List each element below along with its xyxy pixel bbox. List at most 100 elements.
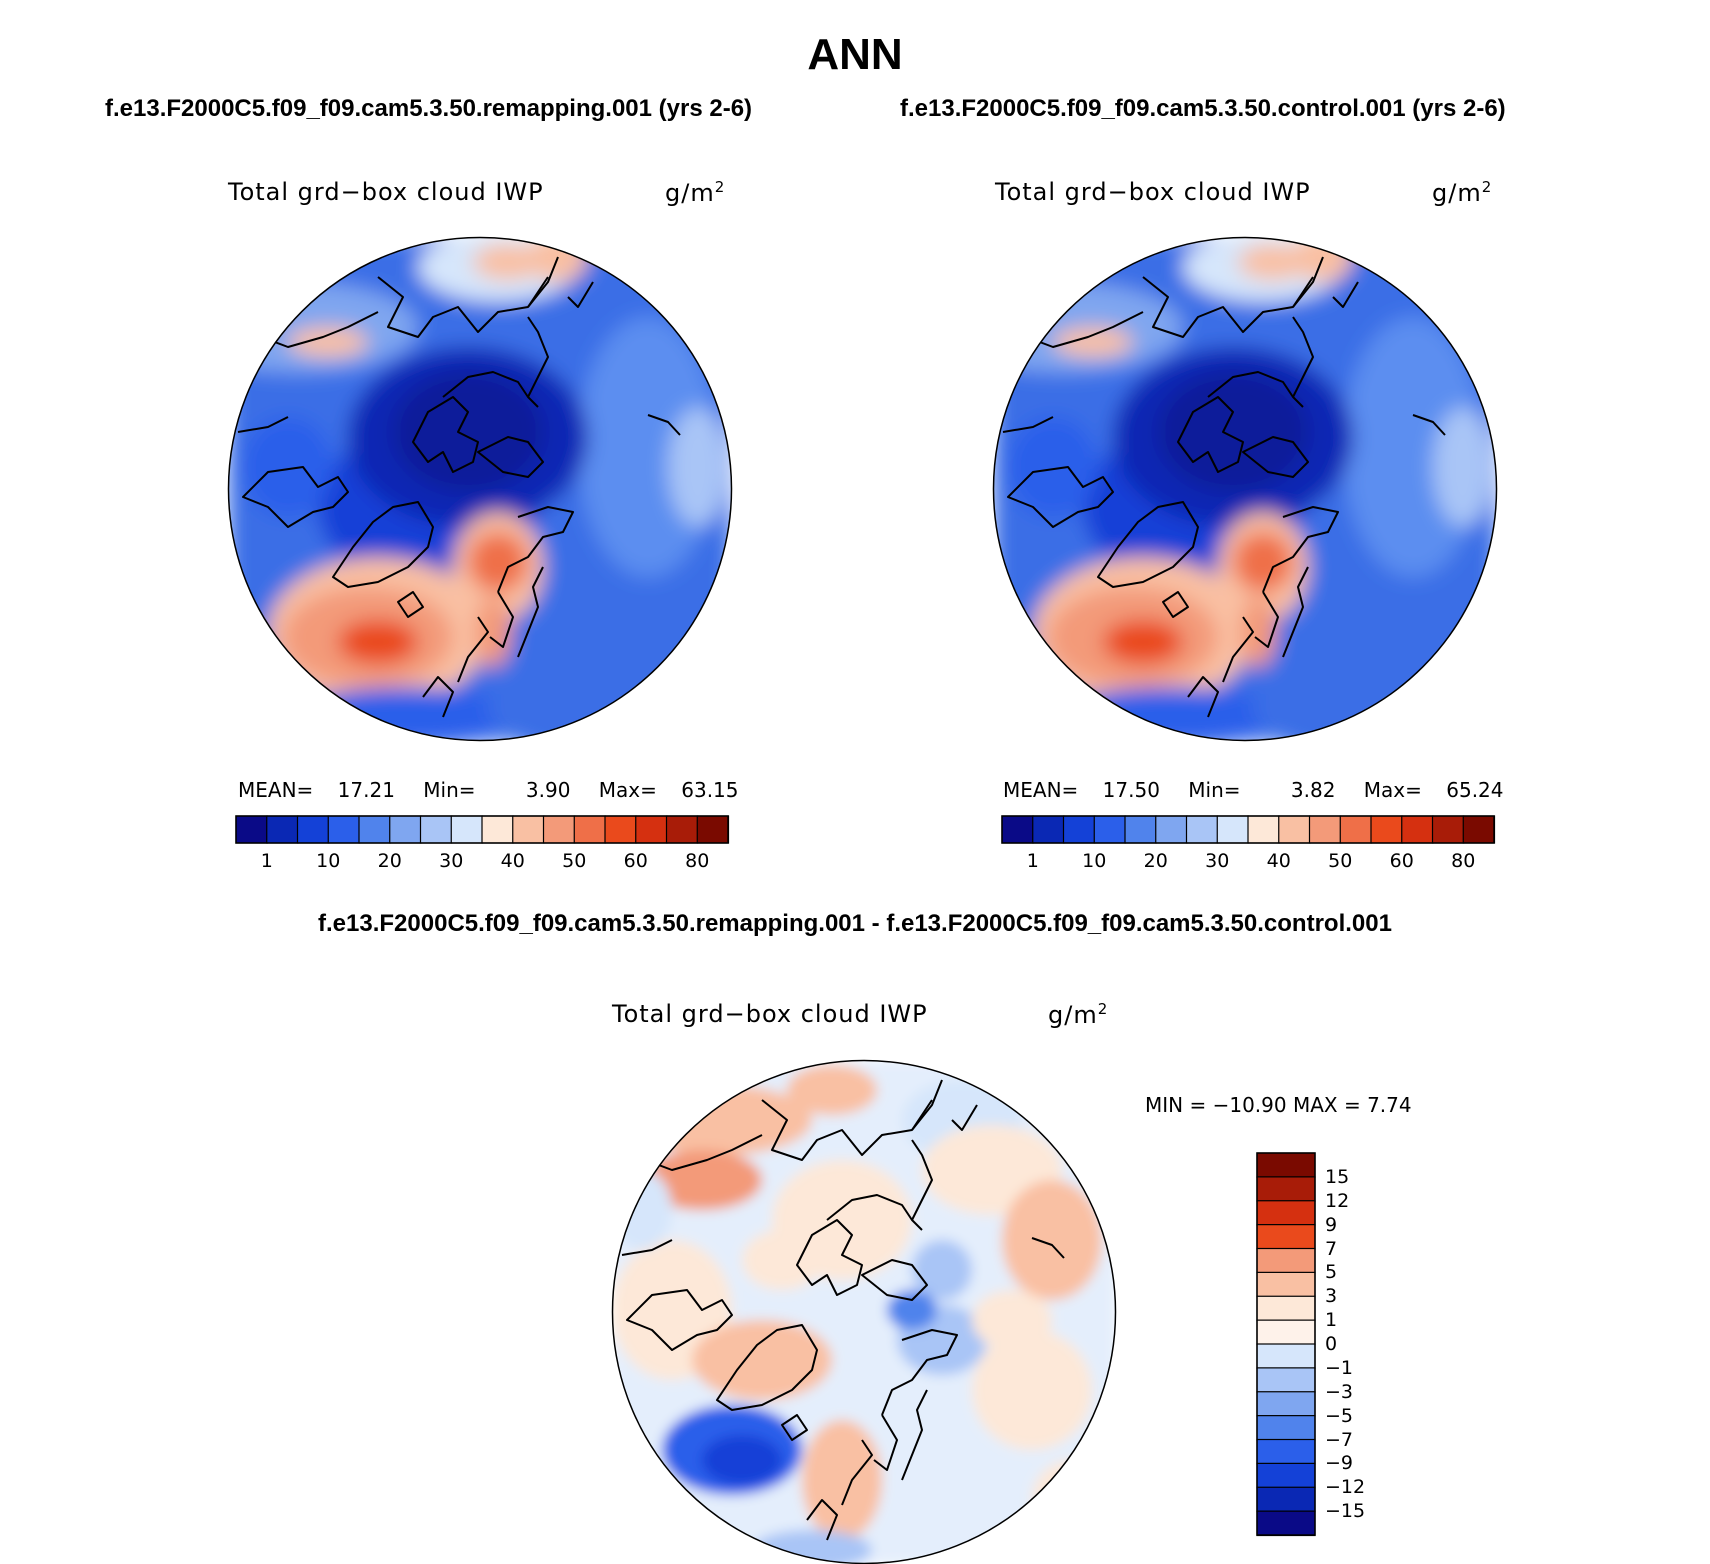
colorbar-swatch (1278, 815, 1311, 844)
diff-colorbar (1256, 1152, 1316, 1537)
colorbar-swatch (1256, 1271, 1316, 1298)
coastline (1187, 676, 1219, 718)
colorbar-swatch (1256, 1438, 1316, 1465)
field-blob (668, 407, 728, 527)
field-blob (787, 1065, 877, 1115)
field-blob (887, 1290, 937, 1330)
colorbar-swatch (1256, 1462, 1316, 1489)
right-case-title: f.e13.F2000C5.f09_f09.cam5.3.50.control.… (900, 95, 1506, 122)
coastline (1097, 501, 1199, 588)
coastline (442, 371, 539, 408)
field-blob (338, 620, 418, 664)
colorbar-swatch (1256, 1200, 1316, 1226)
coastline (861, 1259, 928, 1301)
colorbar-tick-label: −5 (1325, 1404, 1354, 1427)
colorbar-swatch (1032, 815, 1065, 844)
field-blob (692, 1320, 832, 1400)
coastline (242, 466, 349, 528)
field-blob (393, 372, 543, 492)
coastline (716, 1324, 818, 1411)
coastline (1177, 396, 1244, 473)
coastline (517, 566, 544, 658)
colorbar-swatch (1155, 815, 1188, 844)
coastline (647, 414, 681, 436)
colorbar-swatch (1256, 1391, 1316, 1417)
right-colorbar-ticks: 1 10 20 30 40 50 60 80 (1002, 850, 1494, 876)
coastline (626, 1289, 733, 1351)
colorbar-swatch (1247, 815, 1280, 844)
colorbar-swatch (1001, 815, 1034, 844)
colorbar-swatch (1370, 815, 1403, 844)
field-blob (1433, 407, 1493, 527)
right-variable-label: Total grd−box cloud IWP (995, 178, 1311, 206)
coastline (1282, 566, 1309, 658)
colorbar-tick-label: 40 (500, 850, 525, 872)
coastline (1254, 591, 1279, 648)
field-blob (468, 532, 528, 592)
colorbar-swatch (512, 815, 545, 844)
colorbar-tick-label: 30 (1205, 850, 1230, 872)
field-blob (1238, 244, 1308, 280)
colorbar-tick-label: −1 (1325, 1356, 1354, 1379)
field-blob (642, 1150, 762, 1210)
field-blob (1253, 657, 1433, 741)
colorbar-swatch (296, 815, 330, 844)
colorbar-swatch (358, 815, 391, 844)
colorbar-swatch (696, 815, 730, 844)
coastline (527, 256, 559, 308)
field-blob (1158, 372, 1308, 492)
coastline (527, 316, 549, 398)
colorbar-tick-label: 1 (1026, 850, 1039, 872)
page-title: ANN (807, 30, 903, 79)
right-mean-value: 17.50 (1102, 778, 1160, 802)
left-max-label: Max= (598, 778, 657, 802)
coastline (412, 396, 479, 473)
field-blob (473, 244, 543, 280)
coastline (1207, 371, 1304, 408)
colorbar-tick-label: 12 (1325, 1189, 1350, 1212)
left-variable-label: Total grd−box cloud IWP (228, 178, 544, 206)
colorbar-tick-label: 9 (1325, 1213, 1338, 1236)
colorbar-tick-label: 80 (685, 850, 710, 872)
colorbar-tick-label: 1 (260, 850, 273, 872)
coastline (497, 506, 574, 593)
field-blob (1002, 1180, 1102, 1300)
field-blob (488, 657, 668, 741)
colorbar-swatch (389, 815, 422, 844)
colorbar-swatch (542, 815, 576, 844)
diff-variable-label: Total grd−box cloud IWP (612, 1000, 928, 1028)
right-stats: MEAN= 17.50 Min= 3.82 Max= 65.24 (1003, 778, 1504, 802)
field-blob (1053, 327, 1133, 357)
diff-case-title: f.e13.F2000C5.f09_f09.cam5.3.50.remappin… (318, 910, 1392, 937)
colorbar-tick-label: 20 (377, 850, 402, 872)
right-min-value: 3.82 (1290, 778, 1336, 802)
left-mean-label: MEAN= (238, 778, 314, 802)
coastline (761, 1099, 933, 1161)
right-min-label: Min= (1188, 778, 1241, 802)
colorbar-swatch (450, 815, 484, 844)
field-blob (288, 327, 368, 357)
colorbar-swatch (635, 815, 668, 844)
diff-minmax: MIN = −10.90 MAX = 7.74 (1145, 1093, 1412, 1117)
field-blob (1032, 1460, 1112, 1540)
colorbar-swatch (1339, 815, 1373, 844)
colorbar-frame (235, 815, 729, 844)
colorbar-swatch (1216, 815, 1250, 844)
colorbar-swatch (1256, 1415, 1316, 1441)
colorbar-tick-label: 7 (1325, 1237, 1338, 1260)
colorbar-swatch (327, 815, 361, 844)
right-units-label: g/m2 (1432, 178, 1493, 207)
colorbar-swatch (1256, 1224, 1316, 1250)
colorbar-tick-label: 10 (1082, 850, 1107, 872)
coastline (621, 1239, 673, 1256)
coastline (1007, 466, 1114, 528)
coastline (1242, 436, 1309, 478)
colorbar-swatch (1256, 1319, 1316, 1346)
field-blob (612, 1170, 672, 1250)
coastline (873, 1414, 898, 1471)
field-blob (632, 1085, 812, 1155)
right-polar-map (992, 236, 1498, 742)
coastline (1412, 414, 1446, 436)
colorbar-swatch (1462, 815, 1496, 844)
right-colorbar (1001, 815, 1496, 844)
